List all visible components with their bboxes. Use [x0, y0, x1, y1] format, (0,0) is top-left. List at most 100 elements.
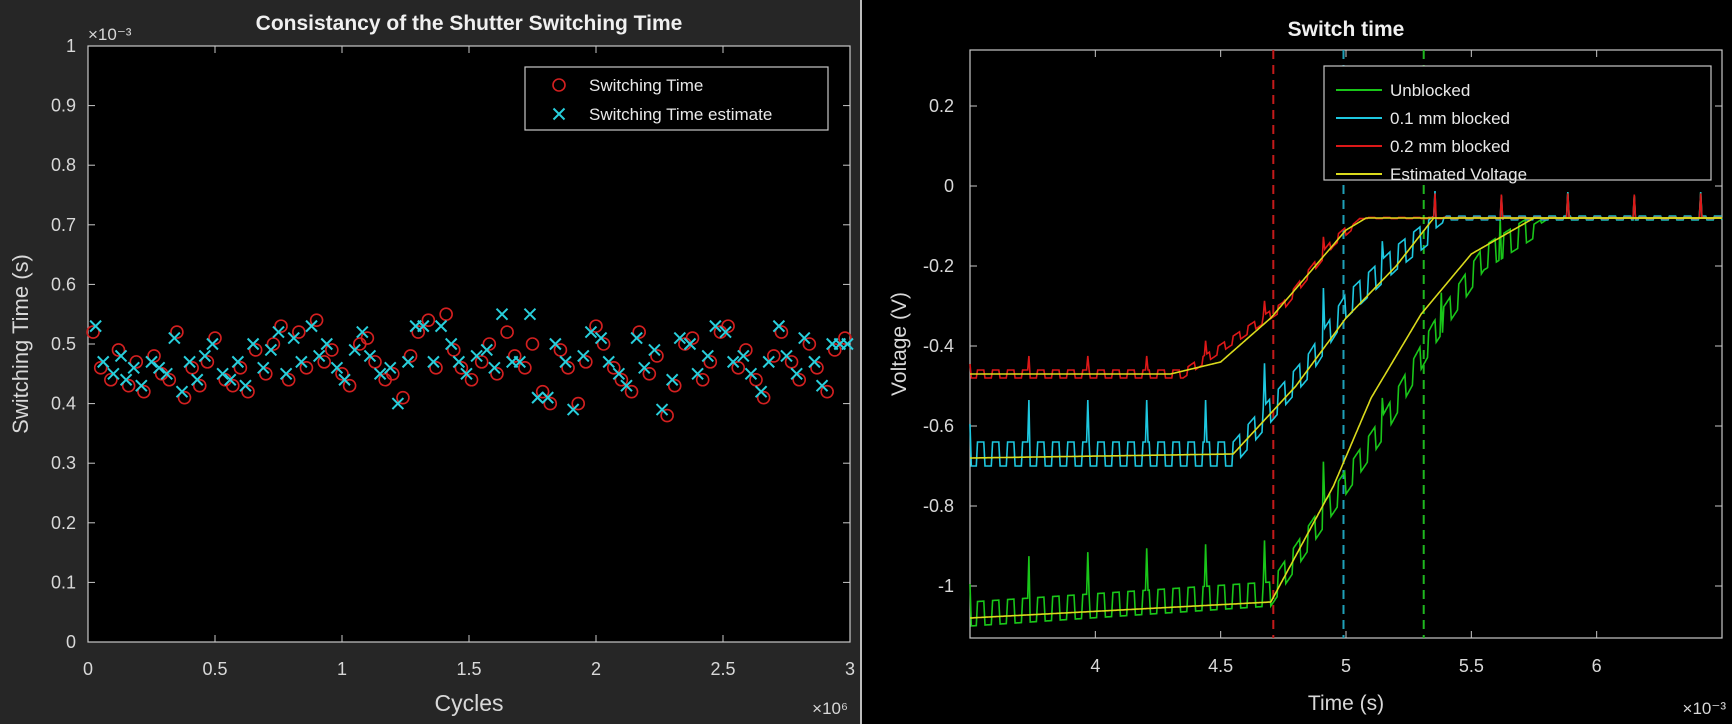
data-point-x	[480, 343, 493, 357]
data-point-circle	[642, 366, 657, 381]
data-point-circle	[208, 331, 222, 345]
data-point-circle	[802, 337, 817, 351]
data-point-circle	[93, 361, 108, 375]
y-tick-label: 0.4	[51, 394, 76, 414]
x-axis-label: Cycles	[434, 690, 503, 716]
data-point-x	[808, 355, 821, 369]
data-point-x	[790, 367, 803, 381]
data-point-circle	[535, 384, 550, 399]
data-point-x	[648, 343, 661, 357]
data-point-circle	[292, 325, 306, 339]
data-point-circle	[137, 384, 151, 399]
data-point-x	[264, 343, 278, 357]
data-point-x	[305, 319, 318, 333]
data-point-circle	[429, 361, 443, 375]
data-point-circle	[525, 337, 540, 351]
y-tick-label: 0.7	[51, 215, 76, 235]
data-point-x	[373, 367, 387, 381]
data-point-x	[330, 361, 344, 375]
data-point-x	[549, 337, 562, 351]
y-tick-label: -0.2	[923, 256, 954, 276]
data-point-x	[114, 349, 128, 363]
data-point-circle	[233, 361, 248, 375]
data-point-x	[152, 361, 166, 375]
data-point-circle	[185, 361, 199, 375]
data-point-circle	[632, 325, 646, 339]
data-point-circle	[342, 378, 357, 393]
data-point-x	[673, 331, 687, 345]
data-point-x	[594, 331, 608, 345]
data-point-x	[427, 355, 440, 369]
data-point-x	[145, 355, 158, 369]
left-chart-panel: Consistancy of the Shutter Switching Tim…	[0, 0, 860, 724]
y-tick-label: 0.3	[51, 453, 76, 473]
data-point-x	[89, 319, 102, 333]
x-exponent-label: ×10⁻³	[1683, 699, 1727, 718]
x-tick-label: 2	[591, 659, 601, 679]
data-point-circle	[248, 343, 263, 357]
data-point-x	[206, 337, 219, 351]
x-tick-label: 5.5	[1459, 656, 1484, 676]
data-point-circle	[482, 337, 497, 351]
data-point-circle	[170, 325, 184, 339]
data-point-x	[175, 385, 189, 398]
x-exponent-label: ×10⁶	[812, 699, 848, 718]
data-point-circle	[258, 366, 273, 381]
data-point-circle	[507, 349, 522, 363]
line-chart: Switch time Time (s) Voltage (V) ×10⁻³ 4 4.5 5…	[888, 18, 1727, 718]
data-point-circle	[721, 319, 735, 333]
data-point-circle	[360, 331, 375, 345]
data-point-x	[198, 349, 212, 363]
data-point-x	[709, 319, 722, 333]
data-point-circle	[421, 313, 436, 327]
data-point-x	[231, 355, 245, 369]
y-tick-label: 0.9	[51, 96, 76, 116]
data-point-x	[495, 307, 509, 321]
data-point-x	[348, 343, 361, 357]
data-point-x	[841, 337, 854, 351]
data-point-x	[272, 325, 285, 339]
legend-label: Switching Time	[589, 76, 703, 95]
y-tick-label: -0.4	[923, 336, 954, 356]
x-tick-label: 0	[83, 659, 93, 679]
data-point-circle	[703, 355, 718, 369]
data-point-circle	[385, 366, 400, 381]
data-point-circle	[589, 319, 603, 333]
data-point-circle	[86, 325, 100, 339]
data-point-circle	[325, 343, 339, 357]
data-point-circle	[162, 372, 177, 387]
x-tick-label: 2.5	[710, 659, 735, 679]
legend-marker	[552, 107, 566, 121]
data-point-x	[460, 367, 473, 381]
data-point-circle	[596, 337, 611, 351]
data-point-x	[338, 373, 351, 386]
data-point-circle	[317, 355, 332, 369]
legend-marker	[552, 78, 566, 92]
y-tick-label: 0	[66, 632, 76, 652]
y-tick-label: 0.5	[51, 334, 76, 354]
x-tick-label: 5	[1341, 656, 1351, 676]
y-tick-label: 0.6	[51, 274, 76, 294]
data-point-circle	[490, 366, 504, 381]
data-point-circle	[810, 361, 824, 375]
data-point-circle	[518, 361, 532, 375]
x-tick-label: 1	[337, 659, 347, 679]
legend-label: 0.2 mm blocked	[1390, 137, 1510, 156]
data-point-circle	[650, 349, 664, 363]
data-point-x	[744, 367, 758, 381]
y-axis-label: Voltage (V)	[888, 292, 911, 396]
data-point-x	[630, 331, 643, 345]
x-tick-label: 6	[1592, 656, 1602, 676]
data-point-circle	[200, 355, 215, 369]
data-point-x	[638, 361, 651, 375]
data-point-x	[363, 349, 377, 363]
data-point-circle	[756, 390, 771, 405]
x-tick-label: 1.5	[456, 659, 481, 679]
data-point-x	[726, 355, 740, 369]
data-point-x	[531, 391, 544, 404]
data-point-x	[107, 367, 120, 381]
x-axis-label: Time (s)	[1308, 692, 1384, 715]
y-exponent-label: ×10⁻³	[88, 25, 132, 44]
data-point-circle	[104, 372, 118, 387]
data-point-x	[287, 331, 300, 345]
